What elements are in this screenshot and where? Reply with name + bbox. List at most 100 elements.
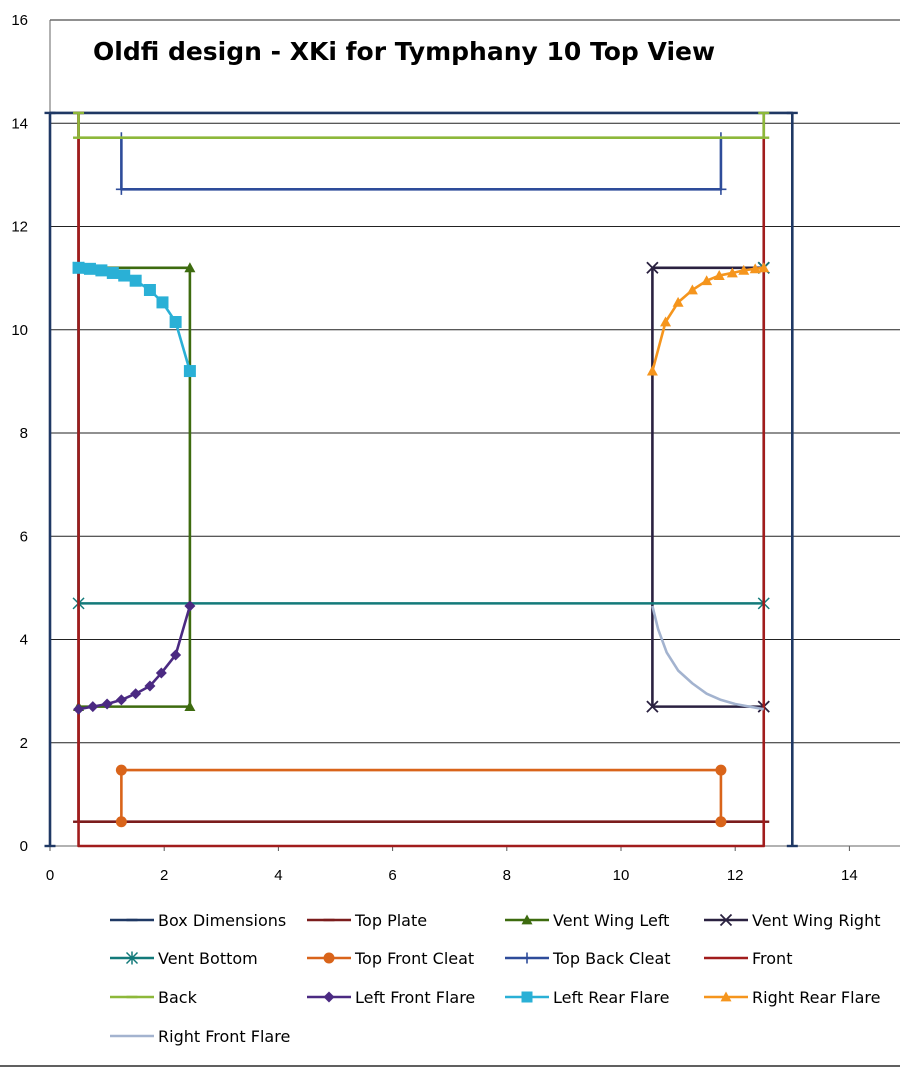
x-tick-label: 14	[841, 867, 858, 884]
series-line	[77, 112, 766, 848]
point-marker	[715, 183, 727, 195]
point-marker	[720, 991, 732, 1002]
legend-item: Top Front Cleat	[307, 949, 474, 968]
legend-item: Right Front Flare	[110, 1027, 290, 1046]
series-line	[77, 112, 766, 140]
y-tick-label: 4	[20, 632, 28, 649]
point-marker	[646, 365, 658, 376]
legend-item: Vent Bottom	[110, 949, 258, 968]
point-marker	[646, 700, 659, 713]
legend-item: Vent Wing Right	[704, 911, 880, 930]
point-marker	[72, 261, 85, 274]
series-line	[48, 111, 794, 846]
legend-item: Right Rear Flare	[704, 988, 880, 1007]
point-marker	[521, 991, 533, 1003]
point-marker	[686, 284, 698, 295]
x-tick-label: 10	[613, 867, 630, 884]
series-line	[651, 266, 764, 372]
x-tick-label: 2	[160, 867, 168, 884]
point-marker	[323, 991, 335, 1003]
point-marker	[672, 296, 684, 307]
legend-item: Top Plate	[307, 911, 427, 930]
series-0	[44, 111, 798, 848]
y-tick-label: 10	[11, 322, 28, 339]
x-tick-label: 4	[274, 867, 282, 884]
point-marker	[660, 316, 672, 327]
y-tick-label: 2	[20, 735, 28, 752]
legend-label: Left Front Flare	[355, 988, 475, 1007]
point-marker	[184, 262, 196, 273]
point-marker	[125, 951, 139, 965]
point-marker	[184, 701, 196, 712]
y-tick-label: 14	[11, 115, 28, 132]
point-marker	[738, 264, 750, 275]
point-marker	[115, 694, 127, 706]
x-tick-label: 8	[503, 867, 511, 884]
y-tick-label: 8	[20, 425, 28, 442]
point-marker	[323, 952, 335, 964]
legend-label: Right Rear Flare	[752, 988, 880, 1007]
point-marker	[87, 701, 99, 713]
point-marker	[749, 263, 761, 274]
grid	[50, 19, 900, 744]
series-7	[77, 112, 766, 848]
x-tick-label: 6	[388, 867, 396, 884]
tick-labels: 0 2 4 6 8 10 12 14 16 0 2 4 6 8 10 12 14	[11, 12, 857, 884]
x-tick-label: 0	[46, 867, 54, 884]
legend-item: Left Rear Flare	[505, 988, 669, 1007]
point-marker	[95, 264, 108, 277]
point-marker	[83, 262, 96, 275]
series-10	[72, 261, 196, 378]
y-tick-label: 12	[11, 219, 28, 236]
point-marker	[713, 270, 725, 280]
legend-item: Left Front Flare	[307, 988, 475, 1007]
series-5	[115, 764, 727, 828]
legend-label: Vent Wing Right	[752, 911, 880, 930]
x-tick-label: 12	[727, 867, 744, 884]
plot-area	[44, 111, 798, 848]
point-marker	[715, 764, 727, 776]
legend-item: Front	[704, 949, 792, 968]
point-marker	[115, 764, 127, 776]
legend-label: Back	[158, 988, 198, 1007]
series-9	[73, 600, 196, 715]
point-marker	[143, 283, 156, 296]
legend-label: Top Front Cleat	[354, 949, 474, 968]
point-marker	[156, 296, 169, 309]
point-marker	[646, 261, 659, 274]
point-marker	[115, 183, 127, 195]
series-11	[646, 262, 770, 376]
series-line	[651, 266, 764, 708]
point-marker	[726, 267, 738, 278]
point-marker	[155, 667, 167, 679]
legend-label: Left Rear Flare	[553, 988, 669, 1007]
y-tick-label: 6	[20, 528, 28, 545]
point-marker	[169, 316, 182, 329]
legend-label: Box Dimensions	[158, 911, 286, 930]
chart-title: Oldfi design - XKi for Tymphany 10 Top V…	[93, 37, 715, 66]
series-12	[651, 605, 764, 711]
point-marker	[130, 688, 142, 700]
y-tick-label: 0	[20, 838, 28, 855]
point-marker	[183, 365, 196, 378]
legend-label: Right Front Flare	[158, 1027, 290, 1046]
y-tick-label: 16	[11, 12, 28, 29]
point-marker	[701, 275, 713, 286]
point-marker	[521, 952, 533, 964]
point-marker	[170, 649, 182, 661]
point-marker	[118, 269, 131, 282]
point-marker	[144, 680, 156, 692]
series-line	[78, 266, 192, 708]
point-marker	[715, 816, 727, 828]
point-marker	[73, 703, 85, 715]
legend-label: Top Back Cleat	[552, 949, 671, 968]
point-marker	[101, 698, 113, 710]
point-marker	[115, 816, 127, 828]
point-marker	[719, 913, 733, 927]
legend-label: Top Plate	[354, 911, 427, 930]
point-marker	[106, 266, 119, 279]
legend-label: Vent Wing Left	[553, 911, 669, 930]
point-marker	[758, 262, 770, 273]
